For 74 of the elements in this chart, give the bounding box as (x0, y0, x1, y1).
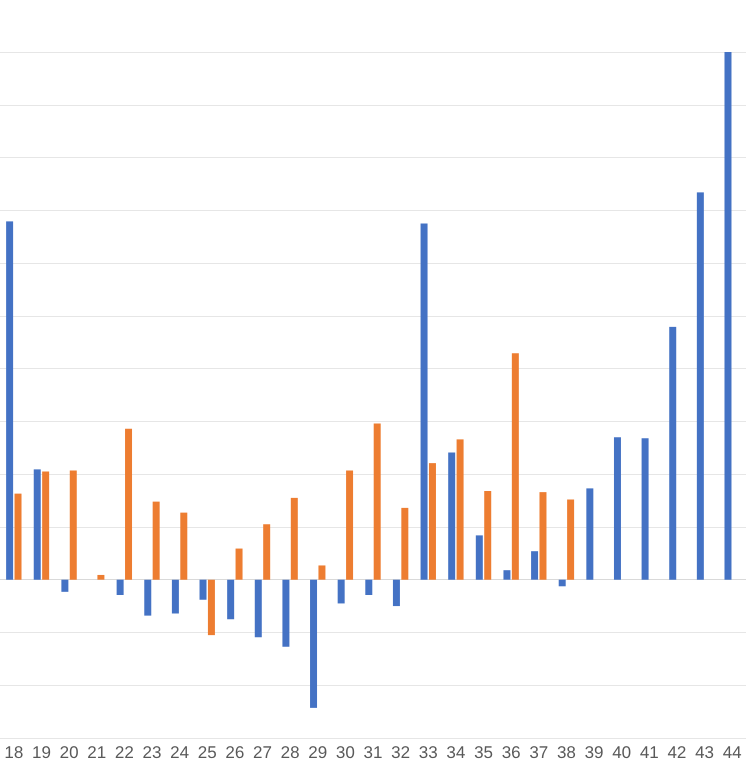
bar (34, 469, 41, 580)
bar (696, 192, 704, 580)
bar (70, 470, 77, 580)
x-tick-label: 29 (308, 743, 328, 761)
bar (428, 463, 436, 580)
x-tick-label: 42 (667, 743, 686, 761)
x-tick-label: 22 (114, 743, 134, 761)
bar (374, 423, 381, 580)
bar (318, 565, 326, 580)
bar (346, 470, 354, 580)
bar (208, 580, 215, 636)
bar (586, 488, 594, 580)
bar (567, 499, 574, 580)
x-tick-label: 32 (391, 743, 410, 761)
bar (200, 580, 207, 600)
x-tick-label: 40 (612, 743, 632, 761)
x-tick-label: 20 (60, 743, 79, 761)
x-tick-label: 43 (695, 743, 714, 761)
bar (125, 428, 132, 580)
bar (484, 491, 492, 580)
bar (512, 353, 519, 580)
bar (669, 326, 676, 580)
bar (144, 580, 152, 616)
bar (227, 580, 234, 620)
bar (392, 580, 400, 606)
x-tick-label: 38 (556, 743, 576, 761)
bar (180, 512, 188, 580)
bar (282, 580, 290, 647)
x-tick-label: 28 (280, 743, 300, 761)
x-tick-label: 26 (225, 743, 244, 761)
bar (365, 580, 372, 595)
bar (152, 502, 160, 580)
x-tick-label: 37 (529, 743, 548, 761)
x-tick-label: 34 (446, 743, 466, 761)
x-tick-label: 30 (336, 743, 355, 761)
bar (448, 452, 456, 580)
bar (97, 574, 104, 580)
bar (42, 472, 50, 580)
bar (290, 498, 298, 580)
bar (338, 580, 345, 604)
bar (531, 551, 538, 580)
x-tick-label: 36 (502, 743, 521, 761)
x-tick-label: 19 (32, 743, 51, 761)
bar (236, 548, 243, 580)
x-tick-label: 18 (4, 743, 24, 761)
bar (14, 494, 22, 580)
bar (254, 580, 262, 638)
x-tick-label: 23 (142, 743, 162, 761)
x-tick-label: 41 (640, 743, 659, 761)
x-tick-label: 21 (87, 743, 106, 761)
x-tick-label: 25 (198, 743, 217, 761)
x-tick-label: 31 (364, 743, 382, 761)
x-tick-label: 24 (170, 743, 190, 761)
bar (61, 580, 68, 592)
x-tick-label: 35 (474, 743, 493, 761)
bar (558, 580, 566, 586)
bar (456, 439, 464, 580)
x-tick-label: 33 (418, 743, 438, 761)
x-tick-label: 44 (722, 743, 742, 761)
bar (539, 492, 546, 580)
bar (642, 438, 649, 580)
x-tick-label: 39 (584, 743, 604, 761)
bar (6, 221, 14, 580)
bar (263, 524, 270, 580)
bar (310, 580, 318, 708)
bar (401, 508, 408, 580)
bar (116, 580, 124, 595)
x-tick-label: 27 (253, 743, 272, 761)
bar (724, 52, 732, 580)
bar (614, 437, 621, 580)
bar (503, 570, 510, 580)
bar (172, 580, 179, 614)
bar (420, 224, 428, 580)
bar (476, 535, 483, 580)
